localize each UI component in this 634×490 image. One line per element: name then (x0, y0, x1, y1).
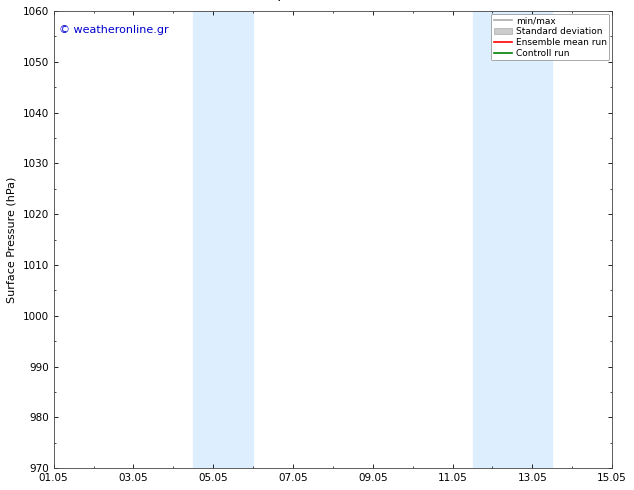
Text: ENS Time Series Cairo Intl Airport: ENS Time Series Cairo Intl Airport (82, 0, 304, 1)
Legend: min/max, Standard deviation, Ensemble mean run, Controll run: min/max, Standard deviation, Ensemble me… (491, 14, 609, 60)
Text: Ôñé. 30.04.2024 04 UTC: Ôñé. 30.04.2024 04 UTC (391, 0, 554, 1)
Bar (193, 11, 253, 468)
Bar (472, 11, 552, 468)
Y-axis label: Surface Pressure (hPa): Surface Pressure (hPa) (7, 176, 17, 303)
Text: © weatheronline.gr: © weatheronline.gr (59, 24, 169, 35)
